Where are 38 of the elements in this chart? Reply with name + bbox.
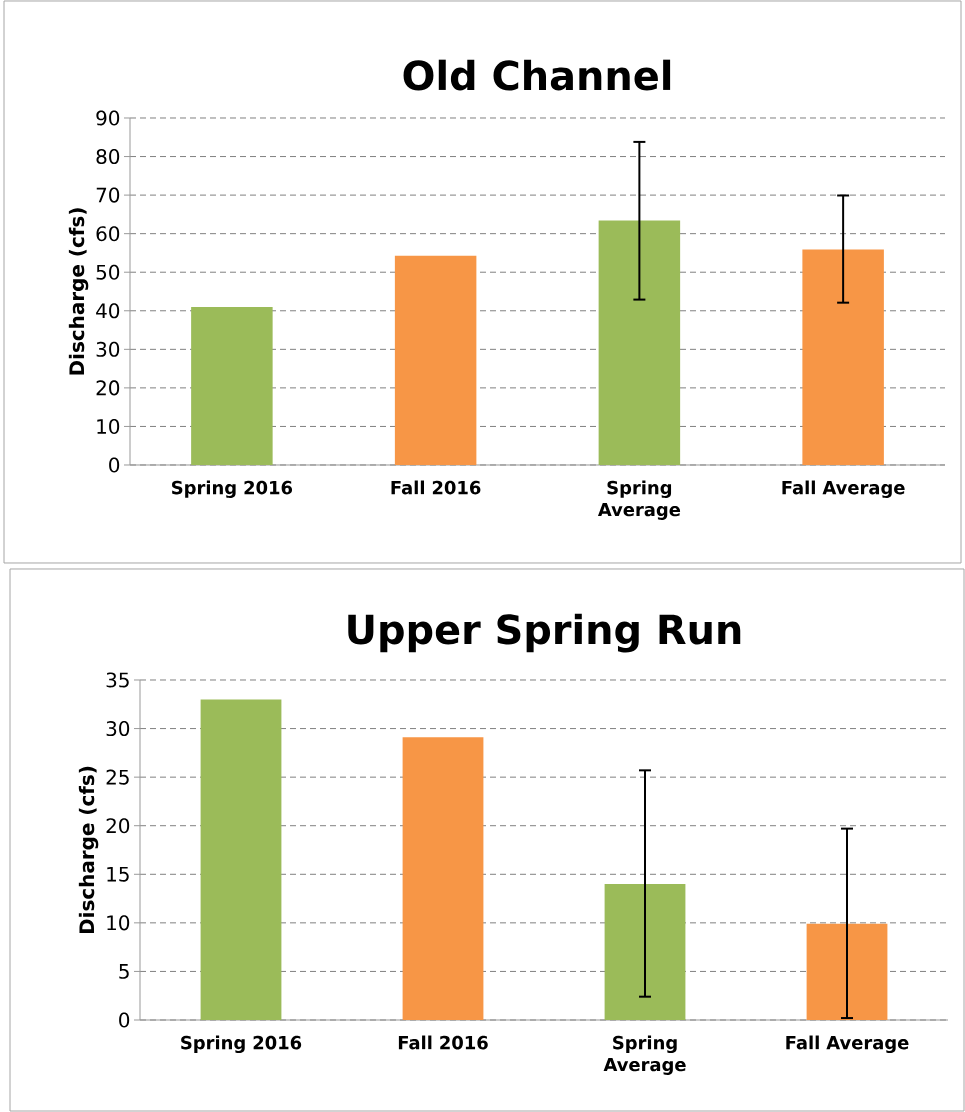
bar [604, 884, 686, 1020]
bar [802, 249, 884, 465]
y-tick-label: 0 [119, 1012, 130, 1028]
y-axis-title: Discharge (cfs) [68, 208, 89, 375]
bar [806, 923, 888, 1020]
x-tick-label: Spring 2016 [172, 480, 293, 499]
y-tick-label: 70 [96, 187, 120, 203]
y-tick-label: 60 [96, 226, 120, 242]
bar [402, 737, 484, 1020]
x-tick-label: Spring Average [603, 1035, 686, 1075]
y-tick-label: 15 [107, 866, 129, 882]
y-tick-label: 90 [96, 110, 120, 126]
y-tick-label: 0 [109, 457, 120, 473]
x-tick-label: Spring 2016 [181, 1035, 302, 1054]
y-tick-label: 10 [97, 418, 120, 434]
y-tick-label: 30 [106, 721, 130, 737]
x-tick-label: Fall 2016 [398, 1035, 488, 1050]
y-tick-label: 80 [96, 149, 120, 165]
chart-title: Old Channel [403, 59, 671, 91]
x-tick-label: Fall Average [786, 1035, 909, 1054]
y-tick-label: 30 [96, 341, 120, 357]
y-tick-label: 35 [106, 672, 129, 688]
x-tick-label: Fall 2016 [391, 480, 481, 495]
y-tick-label: 20 [96, 380, 120, 396]
y-tick-label: 50 [96, 264, 120, 280]
y-axis-title: Discharge (cfs) [78, 766, 99, 934]
bar [200, 699, 282, 1020]
bar [191, 306, 273, 465]
bar [394, 255, 477, 465]
chart-title: Upper Spring Run [348, 613, 741, 653]
y-tick-label: 25 [106, 769, 129, 785]
y-tick-label: 40 [96, 303, 120, 319]
bar [598, 220, 681, 465]
y-tick-label: 5 [119, 964, 129, 979]
x-tick-label: Fall Average [782, 480, 905, 499]
y-tick-label: 10 [107, 915, 130, 931]
x-tick-label: Spring Average [597, 480, 681, 520]
y-tick-label: 20 [106, 818, 130, 834]
